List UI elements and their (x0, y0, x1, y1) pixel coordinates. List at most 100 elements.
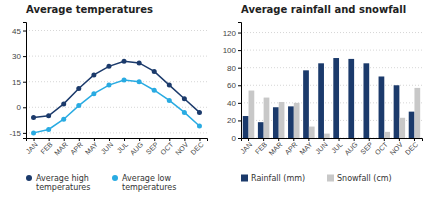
tick-mark (64, 138, 65, 141)
point (106, 83, 111, 88)
legend-label-line: Average low (122, 174, 172, 183)
tick: -15 (9, 129, 26, 138)
tick-label: -15 (9, 129, 21, 138)
tick-label: 15 (12, 78, 21, 87)
tick: 15 (12, 78, 26, 87)
tick-mark (238, 138, 241, 139)
tick: 80 (227, 64, 241, 73)
legend-label-line: temperatures (122, 183, 176, 192)
bar (394, 85, 400, 138)
tick-mark (34, 138, 35, 141)
tick-mark (79, 138, 80, 141)
tick: JUL (116, 138, 130, 155)
point (46, 113, 51, 118)
tick-mark (238, 68, 241, 69)
point (31, 130, 36, 135)
tick-mark (238, 120, 241, 121)
tick: APR (283, 138, 298, 156)
tick-mark (169, 138, 170, 141)
point (137, 79, 142, 84)
tick-label: 0 (232, 134, 237, 143)
bar (318, 63, 324, 138)
tick: 0 (232, 134, 241, 143)
bar (399, 118, 405, 138)
tick: 120 (223, 29, 241, 38)
axis-line (238, 23, 242, 139)
bar (273, 107, 279, 138)
tick: JAN (239, 138, 253, 155)
tick: JAN (24, 138, 38, 155)
tick-label: DEC (189, 141, 204, 156)
bar (409, 112, 415, 138)
tick-mark (238, 50, 241, 51)
axis-line (23, 23, 27, 139)
tick: SEP (145, 138, 160, 156)
point (167, 98, 172, 103)
tick: DEC (189, 138, 204, 156)
tick: 0 (17, 103, 26, 112)
tick: APR (69, 138, 84, 156)
tick-label: 60 (227, 81, 236, 90)
tick-label: OCT (159, 140, 175, 156)
tick: 40 (227, 99, 241, 108)
bar (348, 59, 354, 138)
tick: NOV (174, 138, 190, 156)
tick-label: DEC (404, 141, 419, 156)
point (152, 88, 157, 93)
tick: 30 (12, 52, 26, 61)
legend-item: Snowfall (cm) (327, 174, 392, 183)
bar (279, 102, 285, 138)
tick-label: 120 (223, 29, 237, 38)
tick-mark (49, 138, 50, 141)
tick-label: AUG (343, 141, 359, 157)
y-axis: -150153045 (9, 23, 26, 139)
grid-line (241, 32, 422, 33)
grid (241, 33, 422, 138)
tick-mark (308, 138, 309, 141)
point (122, 78, 127, 83)
tick: MAY (84, 138, 100, 156)
tick: SEP (359, 138, 374, 156)
tick-label: JUN (314, 141, 329, 156)
legend-swatch (241, 175, 248, 182)
panel: 020406080100120JANFEBMARAPRMAYJUNJULAUGS… (223, 4, 423, 183)
tick-mark (23, 31, 26, 32)
chart-root: -150153045JANFEBMARAPRMAYJUNJULAUGSEPOCT… (0, 0, 430, 200)
tick-mark (23, 107, 26, 108)
legend-item: Average hightemperatures (26, 174, 90, 192)
tick-mark (238, 103, 241, 104)
bar (258, 122, 264, 138)
bar (369, 138, 375, 139)
tick-mark (399, 138, 400, 141)
tick-label: JAN (239, 141, 253, 155)
tick: FEB (254, 138, 269, 155)
tick-label: 80 (227, 64, 236, 73)
tick-label: FEB (39, 141, 54, 156)
legend: Average hightemperatures Average lowtempe… (26, 174, 176, 192)
tick: MAY (298, 138, 314, 156)
bar (303, 70, 309, 138)
legend-label: Rainfall (mm) (251, 174, 305, 183)
tick-label: MAR (53, 141, 69, 157)
tick-mark (124, 138, 125, 141)
point (182, 96, 187, 101)
point (76, 103, 81, 108)
tick-mark (414, 138, 415, 141)
tick-label: AUG (129, 141, 145, 157)
tick-label: 0 (17, 103, 22, 112)
point (197, 110, 202, 115)
tick: MAR (267, 138, 283, 157)
tick-mark (238, 33, 241, 34)
bar (309, 127, 315, 138)
tick-mark (278, 138, 279, 141)
tick: 100 (223, 46, 241, 55)
tick: 20 (227, 116, 241, 125)
tick-label: OCT (374, 140, 390, 156)
tick-label: FEB (254, 141, 269, 156)
tick-mark (154, 138, 155, 141)
plot-area (243, 58, 420, 138)
bar (243, 116, 249, 138)
tick-mark (339, 138, 340, 141)
tick-mark (369, 138, 370, 141)
legend-item: Average lowtemperatures (112, 174, 176, 192)
